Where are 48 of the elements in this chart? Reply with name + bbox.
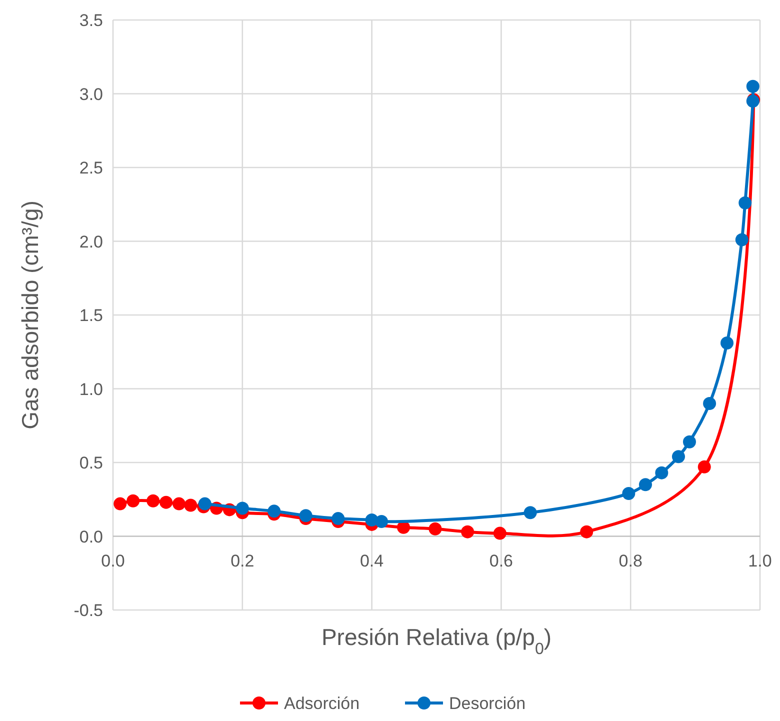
y-tick-label: -0.5 xyxy=(74,601,103,620)
point xyxy=(580,525,594,538)
y-tick-label: 1.0 xyxy=(79,380,103,399)
point xyxy=(524,506,537,520)
point xyxy=(638,478,652,492)
y-tick-label: 3.5 xyxy=(79,11,103,30)
point xyxy=(720,336,734,350)
point xyxy=(493,526,506,540)
point xyxy=(682,435,696,448)
x-tick-label: 1.0 xyxy=(748,551,772,570)
point xyxy=(299,509,312,522)
x-tick-label: 0.2 xyxy=(230,551,254,570)
y-tick-label: 0.0 xyxy=(79,527,103,546)
x-tick-label: 0.0 xyxy=(101,551,125,570)
point xyxy=(268,504,281,518)
y-axis-title: Gas adsorbido (cm³/g) xyxy=(17,200,43,430)
point xyxy=(698,460,711,474)
point xyxy=(703,397,716,410)
point xyxy=(126,494,140,508)
point xyxy=(332,512,345,526)
point xyxy=(672,450,685,464)
legend-label: Adsorción xyxy=(284,694,360,713)
point xyxy=(738,196,752,210)
point xyxy=(198,497,212,510)
point xyxy=(428,522,442,536)
point xyxy=(365,514,378,527)
y-tick-label: 2.0 xyxy=(79,232,103,252)
point xyxy=(172,497,186,510)
point xyxy=(622,486,636,500)
point xyxy=(397,520,410,534)
x-tick-label: 0.8 xyxy=(618,551,642,570)
point xyxy=(461,525,474,538)
y-tick-label: 1.5 xyxy=(79,306,103,325)
y-tick-label: 2.5 xyxy=(79,158,103,178)
x-tick-label: 0.4 xyxy=(360,551,384,570)
legend-label: Desorción xyxy=(449,694,526,713)
point xyxy=(184,498,198,512)
point xyxy=(655,466,668,480)
point xyxy=(735,233,748,246)
y-tick-label: 0.5 xyxy=(79,454,103,472)
x-axis-title: Presión Relativa (p/p$_{0}$) xyxy=(321,624,552,658)
point xyxy=(160,496,173,509)
point xyxy=(146,494,160,508)
point xyxy=(746,80,760,93)
point xyxy=(236,502,249,515)
point xyxy=(114,497,127,510)
y-tick-label: 3.0 xyxy=(79,84,103,104)
x-tick-label: 0.6 xyxy=(489,551,514,570)
